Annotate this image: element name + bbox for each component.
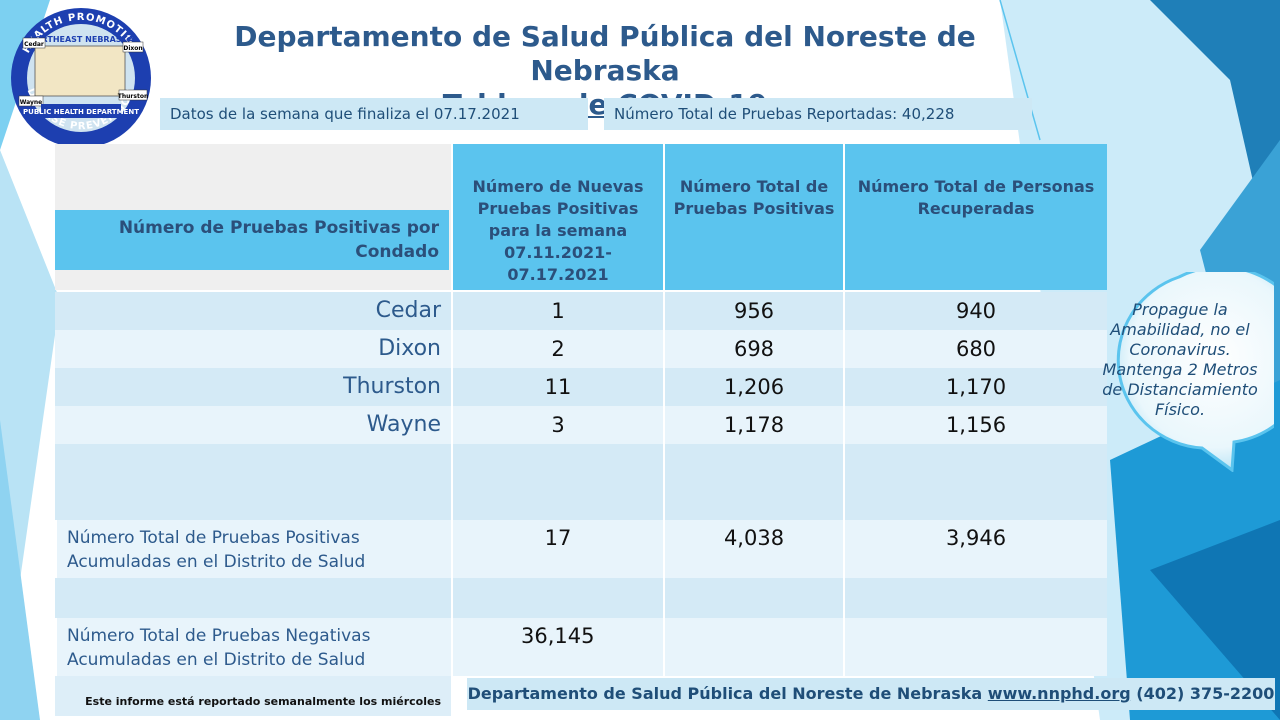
new-positive-value: 1 xyxy=(451,292,663,330)
new-positive-value: 11 xyxy=(451,368,663,406)
total-positive-value: 956 xyxy=(663,292,843,330)
total-positive-value: 698 xyxy=(663,330,843,368)
footer-org: Departamento de Salud Pública del Norest… xyxy=(467,684,983,703)
empty-cell xyxy=(843,618,1107,676)
county-name: Dixon xyxy=(378,336,441,361)
table-row: Thurston 11 1,206 1,170 xyxy=(55,368,1107,406)
svg-text:PUBLIC HEALTH DEPARTMENT: PUBLIC HEALTH DEPARTMENT xyxy=(23,108,139,116)
empty-cell xyxy=(663,578,843,618)
total-tests-box: Número Total de Pruebas Reportadas: 40,2… xyxy=(604,98,1032,130)
empty-cell xyxy=(843,578,1107,618)
table-row-cumulative-negative: Número Total de Pruebas Negativas Acumul… xyxy=(55,618,1107,676)
svg-text:Thurston: Thurston xyxy=(118,93,148,100)
table-row-empty xyxy=(55,444,1107,520)
empty-cell xyxy=(451,444,663,520)
table-row-empty xyxy=(55,578,1107,618)
new-positive-value: 3 xyxy=(451,406,663,444)
total-positive-value: 1,178 xyxy=(663,406,843,444)
empty-cell xyxy=(843,444,1107,520)
empty-cell xyxy=(451,578,663,618)
corner-label: Número de Pruebas Positivas por Condado xyxy=(55,210,449,270)
header-new-positive: Número de Nuevas Pruebas Positivas para … xyxy=(451,144,663,290)
footer-note: Este informe está reportado semanalmente… xyxy=(85,695,441,708)
cumulative-positive-label: Número Total de Pruebas Positivas Acumul… xyxy=(55,520,451,578)
cumulative-recovered-value: 3,946 xyxy=(843,520,1107,578)
recovered-value: 940 xyxy=(843,292,1107,330)
total-positive-value: 1,206 xyxy=(663,368,843,406)
week-info-box: Datos de la semana que finaliza el 07.17… xyxy=(160,98,588,130)
svg-text:Wayne: Wayne xyxy=(20,99,43,106)
footer-note-box: Este informe está reportado semanalmente… xyxy=(55,676,451,716)
speech-bubble xyxy=(1116,272,1274,472)
table-row: Dixon 2 698 680 xyxy=(55,330,1107,368)
cumulative-total-value: 4,038 xyxy=(663,520,843,578)
cumulative-negative-value: 36,145 xyxy=(451,618,663,676)
table-row: Cedar 1 956 940 xyxy=(55,292,1107,330)
cumulative-new-value: 17 xyxy=(451,520,663,578)
table-row: Wayne 3 1,178 1,156 xyxy=(55,406,1107,444)
title-line-1: Departamento de Salud Pública del Norest… xyxy=(234,20,976,87)
footer-website-link[interactable]: www.nnphd.org xyxy=(987,684,1131,703)
county-name: Thurston xyxy=(343,374,441,399)
empty-cell xyxy=(663,618,843,676)
empty-cell xyxy=(663,444,843,520)
covid-table: Número de Pruebas Positivas por Condado … xyxy=(55,144,1107,676)
bubble-message: Propague la Amabilidad, no el Coronaviru… xyxy=(1102,300,1258,419)
footer-contact-bar: Departamento de Salud Pública del Norest… xyxy=(467,678,1275,710)
new-positive-value: 2 xyxy=(451,330,663,368)
svg-text:NORTHEAST NEBRASKA: NORTHEAST NEBRASKA xyxy=(28,35,135,44)
recovered-value: 1,170 xyxy=(843,368,1107,406)
county-name: Wayne xyxy=(366,412,441,437)
recovered-value: 1,156 xyxy=(843,406,1107,444)
svg-text:Dixon: Dixon xyxy=(123,45,142,52)
svg-text:Cedar: Cedar xyxy=(24,41,44,48)
table-row-cumulative-positive: Número Total de Pruebas Positivas Acumul… xyxy=(55,520,1107,578)
health-department-logo: HEALTH PROMOTION DISEASE PREVENTION NORT… xyxy=(11,8,151,148)
header-total-positive: Número Total de Pruebas Positivas xyxy=(663,144,843,290)
header-recovered: Número Total de Personas Recuperadas xyxy=(843,144,1107,290)
corner-cell: Número de Pruebas Positivas por Condado xyxy=(55,144,451,290)
county-name: Cedar xyxy=(375,298,441,323)
footer-phone: (402) 375-2200 xyxy=(1136,684,1275,703)
recovered-value: 680 xyxy=(843,330,1107,368)
cumulative-negative-label: Número Total de Pruebas Negativas Acumul… xyxy=(55,618,451,676)
